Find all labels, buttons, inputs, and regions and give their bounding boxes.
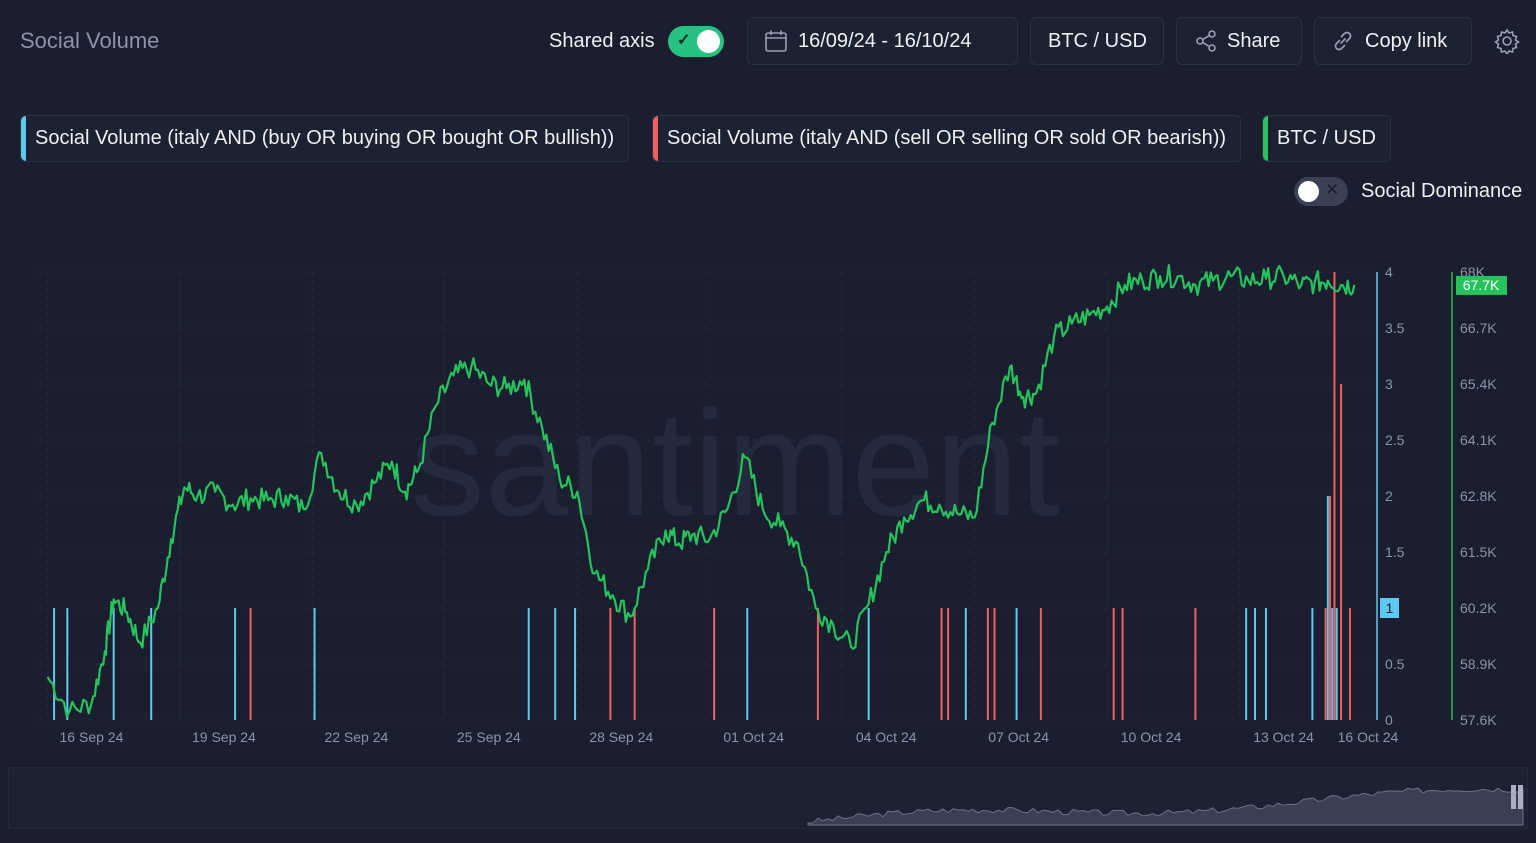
left-axis-current-badge	[1380, 598, 1399, 618]
social-dominance-toggle[interactable]: ✕	[1294, 177, 1348, 206]
right-axis-tick-label: 64.1K	[1460, 432, 1497, 448]
x-axis-tick-label: 16 Oct 24	[1338, 729, 1399, 745]
btc-price-line	[46, 264, 1356, 718]
right-axis-tick-label: 61.5K	[1460, 544, 1497, 560]
right-axis-current-badge	[1456, 275, 1507, 295]
metric-color-bar	[1263, 116, 1268, 161]
pair-button[interactable]: BTC / USD	[1030, 17, 1164, 65]
navigator-handle-left[interactable]	[1511, 785, 1516, 809]
metric-color-bar	[653, 116, 658, 161]
social-dominance-label: Social Dominance	[1361, 180, 1523, 202]
left-axis-tick-label: 1.5	[1385, 544, 1405, 560]
toggle-knob	[1298, 181, 1319, 202]
header-bar: Social Volume Shared axis ✓ 16/09/24 - 1…	[0, 0, 1536, 84]
shared-axis-toggle[interactable]: ✓	[668, 26, 724, 57]
x-axis-tick-label: 22 Sep 24	[324, 729, 388, 745]
gear-icon	[1494, 28, 1520, 54]
x-axis-tick-label: 25 Sep 24	[457, 729, 521, 745]
metric-label-buy: Social Volume (italy AND (buy OR buying …	[35, 127, 615, 149]
share-button[interactable]: Share	[1176, 17, 1302, 65]
copy-link-button[interactable]: Copy link	[1314, 17, 1472, 65]
x-axis-tick-label: 07 Oct 24	[988, 729, 1049, 745]
volume-bars	[53, 272, 1351, 720]
navigator[interactable]	[8, 767, 1528, 829]
calendar-icon	[764, 29, 788, 53]
close-icon: ✕	[1325, 180, 1340, 199]
left-axis-tick-label: 3.5	[1385, 320, 1405, 336]
left-axis-tick-label: 3	[1385, 376, 1393, 392]
x-axis-tick-label: 16 Sep 24	[60, 729, 124, 745]
share-icon	[1195, 30, 1217, 52]
left-axis-tick-label: 0	[1385, 712, 1393, 728]
x-axis-tick-label: 04 Oct 24	[856, 729, 917, 745]
right-axis-tick-label: 60.2K	[1460, 600, 1497, 616]
metric-tag-sell[interactable]: Social Volume (italy AND (sell OR sellin…	[652, 115, 1242, 162]
x-axis-tick-label: 13 Oct 24	[1253, 729, 1314, 745]
watermark: santiment	[410, 379, 1060, 547]
pair-label: BTC / USD	[1048, 29, 1147, 52]
share-label: Share	[1227, 29, 1281, 52]
left-axis-tick-label: 4	[1385, 264, 1393, 280]
right-axis-current-value: 67.7K	[1463, 277, 1500, 293]
toggle-knob	[697, 30, 720, 53]
axes: 43.532.521.510.5068K66.7K65.4K64.1K62.8K…	[60, 264, 1507, 745]
copy-link-label: Copy link	[1365, 29, 1448, 52]
left-axis-current-value: 1	[1386, 600, 1394, 616]
navigator-handle-right[interactable]	[1518, 785, 1523, 809]
settings-button[interactable]	[1492, 26, 1522, 56]
x-axis-tick-label: 19 Sep 24	[192, 729, 256, 745]
metric-tag-btc[interactable]: BTC / USD	[1262, 115, 1391, 162]
right-axis-tick-label: 66.7K	[1460, 320, 1497, 336]
metric-tag-buy[interactable]: Social Volume (italy AND (buy OR buying …	[20, 115, 630, 162]
navigator-frame	[8, 767, 1528, 829]
navigator-area	[807, 787, 1524, 826]
metric-label-sell: Social Volume (italy AND (sell OR sellin…	[667, 127, 1227, 149]
shared-axis-label: Shared axis	[549, 30, 655, 52]
right-axis-tick-label: 57.6K	[1460, 712, 1497, 728]
link-icon	[1331, 29, 1355, 53]
date-range-text: 16/09/24 - 16/10/24	[798, 29, 972, 52]
right-axis-tick-label: 62.8K	[1460, 488, 1497, 504]
x-axis-tick-label: 28 Sep 24	[589, 729, 653, 745]
left-axis-tick-label: 0.5	[1385, 656, 1405, 672]
x-axis-tick-label: 10 Oct 24	[1121, 729, 1182, 745]
right-axis-tick-label: 58.9K	[1460, 656, 1497, 672]
right-axis-tick-label: 65.4K	[1460, 376, 1497, 392]
left-axis-tick-label: 2	[1385, 488, 1393, 504]
page-title: Social Volume	[20, 28, 160, 53]
x-axis-tick-label: 01 Oct 24	[723, 729, 784, 745]
left-axis-tick-label: 2.5	[1385, 432, 1405, 448]
checkmark-icon: ✓	[677, 32, 691, 49]
metric-color-bar	[21, 116, 26, 161]
metric-label-btc: BTC / USD	[1277, 127, 1376, 149]
main-chart[interactable]: santiment 43.532.521.510.5068K66.7K65.4K…	[0, 230, 1536, 760]
date-range-button[interactable]: 16/09/24 - 16/10/24	[747, 17, 1018, 65]
